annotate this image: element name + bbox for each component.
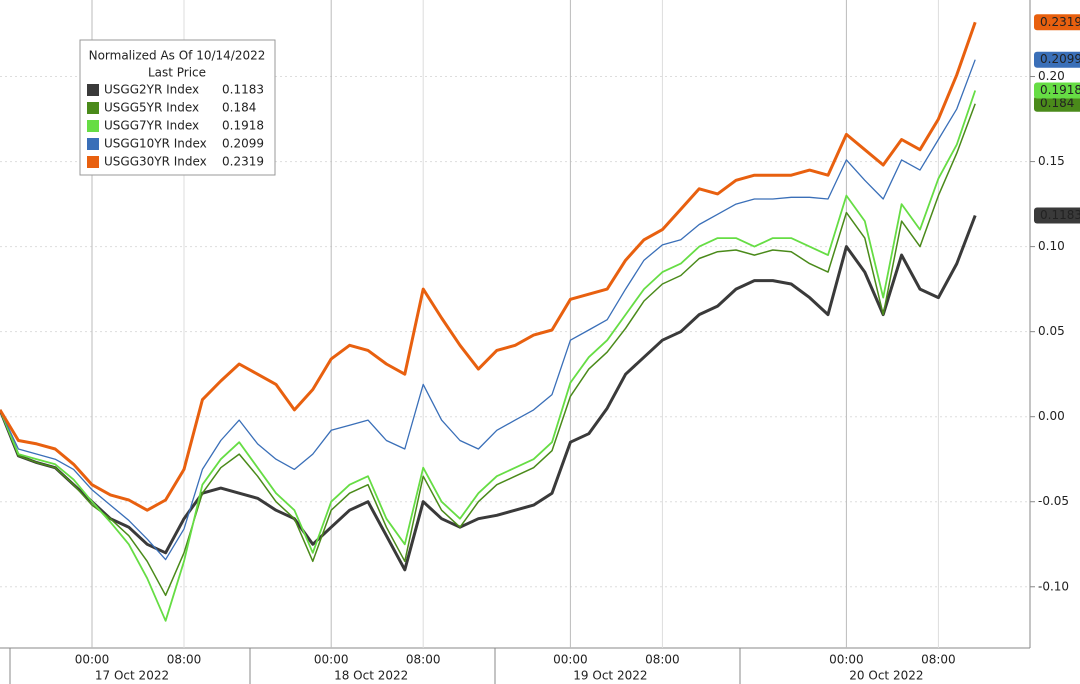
legend-value: 0.2099 [222,137,264,151]
last-price-tag [1034,14,1080,31]
y-tick-label: 0.05 [1038,324,1065,338]
legend-swatch [87,120,99,132]
x-tick-label: 08:00 [921,653,956,667]
legend-value: 0.2319 [222,155,264,169]
y-tick-label: 0.00 [1038,409,1065,423]
legend-value: 0.1183 [222,83,264,97]
last-price-label: 0.184 [1040,96,1074,110]
series-line [0,21,977,512]
legend-value: 0.184 [222,101,256,115]
y-tick-label: 0.10 [1038,239,1065,253]
legend-subtitle: Last Price [148,66,206,80]
date-label: 18 Oct 2022 [334,669,408,683]
date-label: 19 Oct 2022 [573,669,647,683]
legend-label: USGG2YR Index [104,83,199,97]
last-price-tag [1034,51,1080,68]
x-tick-label: 08:00 [167,653,202,667]
last-price-label: 0.1918 [1040,83,1080,97]
y-tick-label: 0.15 [1038,154,1065,168]
last-price-label: 0.2099 [1040,52,1080,66]
legend-swatch [87,156,99,168]
last-price-tag [1034,207,1080,224]
y-tick-label: -0.10 [1038,579,1069,593]
date-label: 20 Oct 2022 [849,669,923,683]
last-price-tag [1034,95,1080,112]
legend-label: USGG5YR Index [104,101,199,115]
legend-value: 0.1918 [222,119,264,133]
legend-swatch [87,84,99,96]
last-price-label: 0.1183 [1040,208,1080,222]
series-line [0,59,976,561]
y-tick-label: 0.20 [1038,69,1065,83]
x-tick-label: 00:00 [829,653,864,667]
y-tick-label: -0.05 [1038,494,1069,508]
x-tick-label: 08:00 [406,653,441,667]
date-label: 17 Oct 2022 [95,669,169,683]
x-tick-label: 08:00 [645,653,680,667]
series-line [0,90,977,622]
legend-box [79,39,276,176]
legend-swatch [87,102,99,114]
legend-swatch [87,138,99,150]
x-tick-label: 00:00 [75,653,110,667]
legend-label: USGG10YR Index [104,137,207,151]
series-line [0,103,976,597]
x-tick-label: 00:00 [553,653,588,667]
series-line [0,214,977,572]
x-tick-label: 00:00 [314,653,349,667]
legend-label: USGG7YR Index [104,119,199,133]
legend: Normalized As Of 10/14/2022 Last Price U… [79,39,276,176]
last-price-label: 0.2319 [1040,15,1080,29]
legend-label: USGG30YR Index [104,155,207,169]
last-price-tag [1034,82,1080,99]
legend-title: Normalized As Of 10/14/2022 [89,49,266,63]
